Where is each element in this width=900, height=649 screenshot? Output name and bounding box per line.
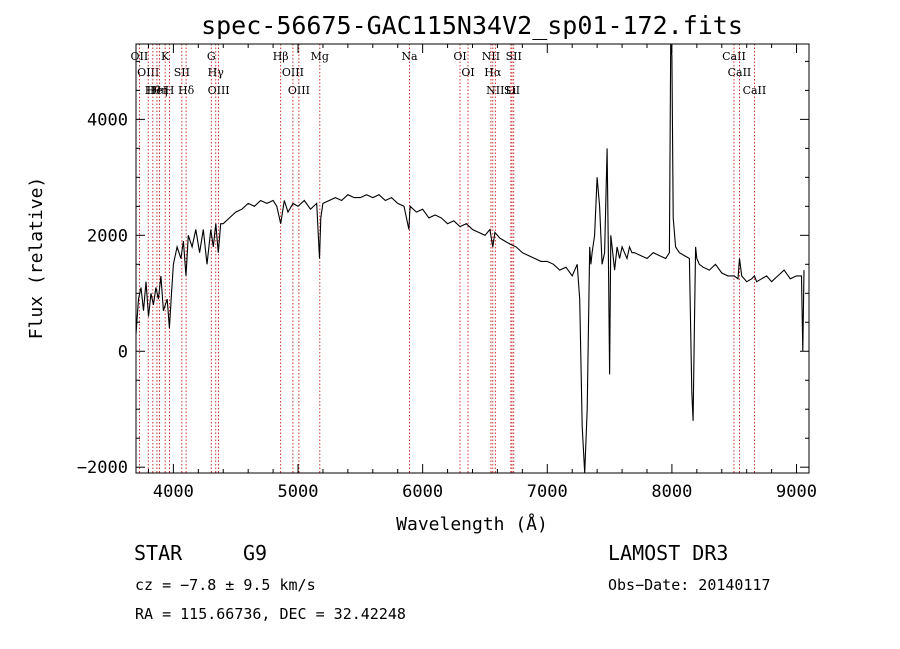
marker-label: Li <box>505 84 516 97</box>
marker-label: SII <box>504 84 520 97</box>
object-subclass: G9 <box>243 541 267 565</box>
y-tick-label: 4000 <box>87 110 128 130</box>
marker-label: OIII <box>288 84 310 97</box>
marker-label: CaII <box>722 50 746 63</box>
plot-frame <box>135 43 810 474</box>
x-axis-ticks: 4000 5000 6000 7000 8000 9000 <box>147 44 817 502</box>
marker-label: OI <box>453 50 466 63</box>
marker-label: G <box>207 50 216 63</box>
marker-label: Hβ <box>273 50 289 63</box>
marker-label: Hα <box>484 66 502 79</box>
x-tick-label: 5000 <box>278 482 319 502</box>
y-tick-label: 0 <box>118 342 128 362</box>
marker-label: OIII <box>208 84 230 97</box>
marker-label: OII <box>131 50 149 63</box>
x-tick-label: 6000 <box>402 482 443 502</box>
x-axis-label: Wavelength (Å) <box>396 513 548 535</box>
chart-title: spec-56675-GAC115N34V2_sp01-172.fits <box>201 11 743 40</box>
marker-label: K <box>161 50 170 63</box>
spectrum-series-line <box>135 43 805 474</box>
object-class: STAR <box>134 541 183 565</box>
marker-label: OIII <box>282 66 304 79</box>
y-tick-label: −2000 <box>77 458 128 478</box>
x-tick-label: 9000 <box>776 482 817 502</box>
y-tick-label: 2000 <box>87 226 128 246</box>
marker-label: CaII <box>743 84 767 97</box>
x-tick-label: 4000 <box>153 482 194 502</box>
marker-label: SII <box>506 50 522 63</box>
obs-date: Obs−Date: 20140117 <box>608 576 771 594</box>
marker-label: Hδ <box>178 84 195 97</box>
marker-label: OI <box>461 66 474 79</box>
redshift-cz: cz = −7.8 ± 9.5 km/s <box>135 576 316 594</box>
marker-label: Na <box>401 50 418 63</box>
y-axis-label: Flux (relative) <box>26 177 47 340</box>
marker-label: Hη <box>151 84 167 97</box>
marker-label: NII <box>482 50 500 63</box>
marker-label: HeI <box>147 84 167 97</box>
y-axis-ticks: −2000 0 2000 4000 <box>77 60 809 478</box>
marker-label: CaII <box>728 66 752 79</box>
marker-label: H <box>165 84 175 97</box>
emission-line-markers: OIIOIIIHθHeIHηKHSIIHδGHγOIIIHβOIIIOIIIMg… <box>131 44 767 473</box>
marker-label: OIII <box>137 66 159 79</box>
plot-area: OIIOIIIHθHeIHηKHSIIHδGHγOIIIHβOIIIOIIIMg… <box>77 43 817 502</box>
marker-label: SII <box>174 66 190 79</box>
x-tick-label: 7000 <box>527 482 568 502</box>
x-tick-label: 8000 <box>651 482 692 502</box>
survey-label: LAMOST DR3 <box>608 541 728 565</box>
marker-label: Mg <box>311 50 329 63</box>
marker-label: Hγ <box>208 66 225 79</box>
ra-dec: RA = 115.66736, DEC = 32.42248 <box>135 605 406 623</box>
marker-label: NII <box>486 84 504 97</box>
